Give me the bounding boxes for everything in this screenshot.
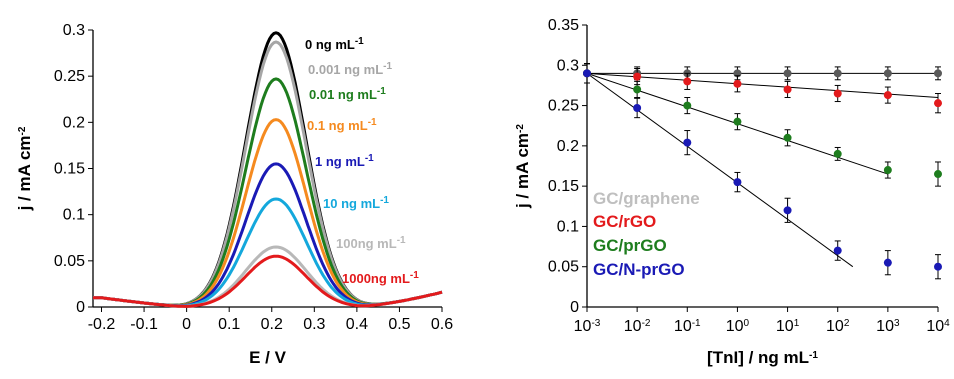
x-tick-label: 10-2	[624, 318, 651, 336]
data-point	[934, 69, 942, 78]
series-label: 1000ng mL-1	[342, 270, 419, 287]
data-point	[783, 206, 792, 215]
series-label: 0 ng mL-1	[305, 36, 364, 53]
data-point	[783, 85, 792, 94]
series-label: 0.001 ng mL-1	[308, 61, 392, 78]
y-tick-label: 0	[570, 299, 579, 316]
y-tick-label: 0.2	[557, 138, 579, 155]
data-point	[833, 69, 842, 78]
data-point	[633, 72, 642, 81]
data-point	[783, 69, 792, 78]
y-tick-label: 0.25	[548, 98, 579, 115]
x-tick-label: 0.4	[346, 316, 368, 333]
y-tick-label: 0	[76, 299, 85, 316]
data-point	[833, 246, 842, 255]
series-curve	[93, 254, 443, 308]
x-tick-label: 103	[876, 318, 900, 336]
x-tick-label: -0.2	[88, 316, 116, 333]
x-tick-label: 0.6	[431, 316, 453, 333]
y-tick-label: 0.3	[63, 22, 85, 39]
legend-label: GC/graphene	[593, 189, 700, 208]
series-label: 100ng mL-1	[336, 235, 406, 252]
data-point	[633, 85, 642, 94]
series-curve	[93, 197, 443, 308]
legend-label: GC/rGO	[593, 212, 656, 231]
data-point	[633, 103, 642, 112]
legend-label: GC/prGO	[593, 236, 667, 255]
data-point	[783, 133, 792, 142]
y-tick-label: 0.05	[54, 253, 85, 270]
legend-label: GC/N-prGO	[593, 260, 685, 279]
y-tick-label: 0.35	[548, 17, 579, 34]
y-tick-label: 0.05	[548, 259, 579, 276]
data-point	[883, 166, 892, 175]
x-tick-label: -0.1	[130, 316, 158, 333]
x-axis-title: E / V	[249, 348, 287, 367]
data-point	[934, 99, 942, 108]
x-tick-label: 104	[926, 318, 950, 336]
x-tick-label: 0.5	[388, 316, 410, 333]
x-tick-label: 0.2	[261, 316, 283, 333]
x-tick-label: 0.1	[218, 316, 240, 333]
y-tick-label: 0.25	[54, 68, 85, 85]
x-tick-label: 10-1	[674, 318, 701, 336]
x-axis-title: [TnI] / ng mL-1	[707, 348, 818, 367]
data-point	[583, 69, 591, 78]
x-tick-label: 0	[182, 316, 191, 333]
series-curve	[93, 40, 443, 307]
data-point	[683, 77, 692, 86]
data-point	[683, 101, 692, 110]
x-tick-label: 102	[826, 318, 850, 336]
data-point	[733, 178, 742, 187]
data-point	[733, 79, 742, 88]
y-axis-title: j / mA cm-2	[513, 124, 532, 209]
cv-chart: -0.2 -0.1 0 0.1 0.2 0.3 0.4 0.5 0.6 0 0.05 0.1 0.15 0…	[15, 22, 453, 367]
series-label: 10 ng mL-1	[323, 195, 389, 212]
data-point	[883, 258, 892, 267]
fit-line	[586, 72, 854, 268]
series-label: 1 ng mL-1	[315, 153, 374, 170]
data-point	[883, 91, 892, 100]
x-tick-label: 101	[776, 318, 800, 336]
y-tick-label: 0.1	[557, 218, 579, 235]
y-tick-label: 0.15	[548, 178, 579, 195]
y-tick-label: 0.3	[557, 57, 579, 74]
y-tick-label: 0.1	[63, 207, 85, 224]
data-point	[733, 117, 742, 126]
x-tick-label: 100	[726, 318, 750, 336]
fit-line	[586, 72, 939, 99]
x-tick-label: 10-3	[574, 318, 601, 336]
calibration-chart: 10-3 10-2 10-1 100 101 102 103 104 0 0.05 0.1 0.15 0…	[513, 17, 950, 367]
data-point	[934, 170, 942, 179]
data-point	[683, 138, 692, 147]
y-tick-label: 0.15	[54, 161, 85, 178]
y-tick-label: 0.2	[63, 114, 85, 131]
data-point	[883, 69, 892, 78]
series-label: 0.01 ng mL-1	[309, 86, 386, 103]
x-tick-label: 0.3	[303, 316, 325, 333]
data-point	[833, 149, 842, 158]
data-point	[833, 89, 842, 98]
series-label: 0.1 ng mL-1	[307, 117, 377, 134]
data-point	[934, 262, 942, 271]
y-axis-title: j / mA cm-2	[15, 126, 34, 211]
